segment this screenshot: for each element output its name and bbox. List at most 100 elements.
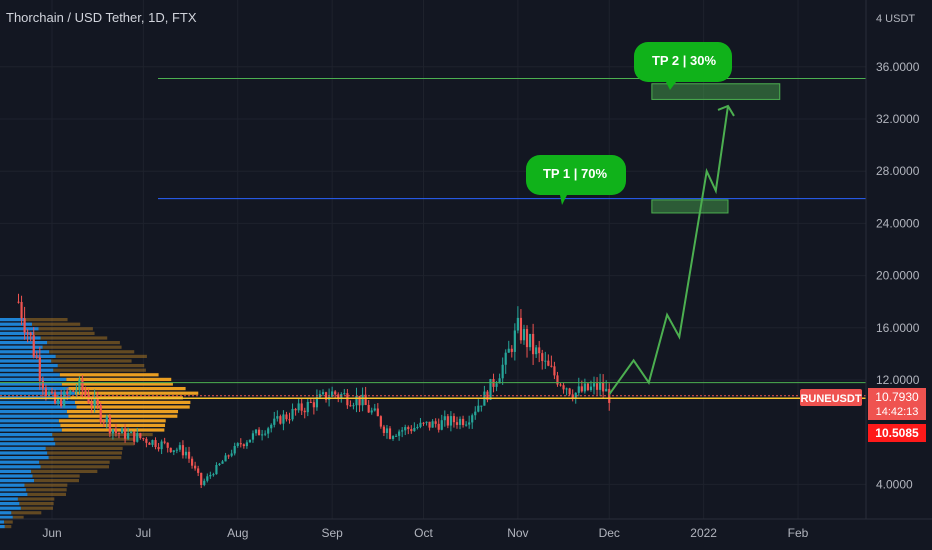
profile-bar-blue — [0, 492, 28, 496]
profile-bar-orange — [39, 460, 110, 464]
profile-bar-blue — [0, 423, 61, 427]
candle-body — [72, 390, 75, 392]
candle-body — [17, 301, 20, 303]
countdown-text: 14:42:13 — [876, 406, 919, 418]
candle-body — [203, 480, 206, 486]
candle-body — [550, 365, 553, 367]
candle-body — [568, 388, 571, 395]
candle-body — [425, 421, 428, 423]
candle-body — [303, 410, 306, 413]
candle-body — [157, 447, 160, 450]
profile-bar-orange — [66, 377, 172, 381]
profile-bar-orange — [55, 354, 147, 358]
profile-bar-orange — [40, 465, 110, 469]
profile-bar-blue — [0, 368, 54, 372]
candle-body — [75, 390, 78, 392]
profile-bar-orange — [47, 341, 120, 345]
candle-body — [227, 455, 230, 457]
time-tick-label: Oct — [414, 526, 433, 540]
price-tick-label: 32.0000 — [876, 112, 920, 126]
tp2-label: TP 2 | 30% — [652, 53, 717, 68]
time-tick-label: Feb — [788, 526, 809, 540]
candle-body — [538, 347, 541, 354]
candle-body — [288, 419, 291, 421]
candle-body — [486, 391, 489, 400]
candle-body — [522, 329, 526, 341]
symbol-badge: RUNEUSDT — [800, 389, 862, 406]
price-axis[interactable]: 4 USDT 36.0000 32.0000 28.0000 24.0000 20.00… — [865, 0, 920, 519]
candle-body — [60, 397, 63, 407]
candle-body — [285, 414, 288, 420]
candle-body — [136, 433, 139, 442]
candle-body — [56, 397, 60, 404]
profile-bar-orange — [31, 322, 81, 326]
candle-body — [315, 397, 319, 408]
candle-body — [306, 401, 309, 413]
candle-body — [458, 418, 462, 425]
candle-body — [267, 428, 270, 434]
candle-body — [367, 404, 370, 413]
profile-bar-orange — [53, 437, 136, 441]
candle-body — [349, 405, 352, 407]
profile-bar-orange — [32, 474, 80, 478]
profile-bar-orange — [51, 359, 132, 363]
profile-bar-orange — [68, 387, 186, 391]
candle-body — [108, 416, 111, 434]
candle-body — [120, 428, 124, 434]
time-tick-labels: Jun Jul Aug Sep Oct Nov Dec 2022 Feb — [42, 526, 808, 540]
target-zones[interactable] — [651, 83, 781, 214]
candle-body — [388, 428, 392, 439]
candle-body — [172, 450, 175, 453]
candle-body — [449, 416, 452, 426]
candle-body — [337, 394, 340, 398]
candle-body — [200, 472, 203, 486]
tp1-callout[interactable]: TP 1 | 70% — [526, 155, 626, 205]
projection-path[interactable] — [608, 105, 729, 395]
candle-body — [230, 453, 233, 456]
profile-bar-orange — [34, 479, 79, 483]
profile-bar-orange — [47, 451, 123, 455]
candle-body — [187, 451, 191, 459]
profile-bar-orange — [12, 515, 24, 519]
target-zone[interactable] — [651, 83, 781, 100]
candle-body — [352, 405, 355, 407]
symbol-badge-text: RUNEUSDT — [800, 393, 861, 405]
candle-body — [364, 394, 367, 405]
candle-body — [398, 431, 401, 436]
tp1-label: TP 1 | 70% — [543, 166, 608, 181]
candle-body — [248, 439, 252, 443]
candle-body — [394, 435, 398, 437]
candle-body — [218, 463, 221, 466]
profile-bar-orange — [25, 318, 68, 322]
profile-bar-orange — [17, 497, 55, 501]
candle-body — [154, 440, 157, 448]
candle-body — [565, 388, 568, 390]
candle-body — [270, 424, 273, 429]
time-axis[interactable]: Jun Jul Aug Sep Oct Nov Dec 2022 Feb — [0, 518, 932, 540]
candles — [17, 293, 611, 489]
candle-body — [251, 433, 255, 440]
target-zone[interactable] — [651, 199, 729, 214]
time-tick-label: Sep — [321, 526, 343, 540]
profile-bar-blue — [0, 354, 56, 358]
tp2-callout[interactable]: TP 2 | 30% — [634, 42, 732, 90]
profile-bar-orange — [27, 492, 66, 496]
profile-bar-blue — [0, 331, 35, 335]
candle-body — [105, 416, 108, 423]
profile-bar-blue — [0, 488, 26, 492]
candle-body — [361, 394, 364, 406]
candle-body — [279, 416, 282, 424]
candle-body — [239, 443, 242, 445]
candle-body — [334, 391, 337, 395]
profile-bar-orange — [4, 520, 13, 524]
candle-body — [373, 408, 376, 411]
profile-bar-orange — [61, 382, 173, 386]
profile-bar-orange — [74, 391, 199, 395]
profile-bar-blue — [0, 515, 13, 519]
projection-arrow[interactable] — [608, 104, 735, 395]
candle-body — [437, 423, 440, 430]
horizontal-levels[interactable] — [0, 78, 866, 400]
candle-body — [559, 384, 562, 386]
